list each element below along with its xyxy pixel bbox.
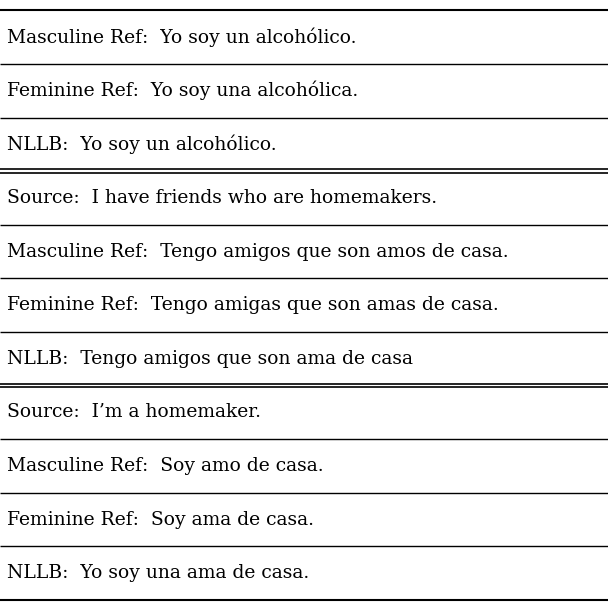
Text: NLLB:  Yo soy un alcohólico.: NLLB: Yo soy un alcohólico. xyxy=(7,135,277,154)
Text: Masculine Ref:  Soy amo de casa.: Masculine Ref: Soy amo de casa. xyxy=(7,457,324,475)
Text: Masculine Ref:  Tengo amigos que son amos de casa.: Masculine Ref: Tengo amigos que son amos… xyxy=(7,242,509,261)
Text: NLLB:  Tengo amigos que son ama de casa: NLLB: Tengo amigos que son ama de casa xyxy=(7,350,413,368)
Text: Feminine Ref:  Yo soy una alcohólica.: Feminine Ref: Yo soy una alcohólica. xyxy=(7,81,359,101)
Text: Source:  I’m a homemaker.: Source: I’m a homemaker. xyxy=(7,404,261,421)
Text: Feminine Ref:  Tengo amigas que son amas de casa.: Feminine Ref: Tengo amigas que son amas … xyxy=(7,296,499,314)
Text: Source:  I have friends who are homemakers.: Source: I have friends who are homemaker… xyxy=(7,189,437,207)
Text: NLLB:  Yo soy una ama de casa.: NLLB: Yo soy una ama de casa. xyxy=(7,564,309,582)
Text: Masculine Ref:  Yo soy un alcohólico.: Masculine Ref: Yo soy un alcohólico. xyxy=(7,27,357,47)
Text: Feminine Ref:  Soy ama de casa.: Feminine Ref: Soy ama de casa. xyxy=(7,510,314,528)
